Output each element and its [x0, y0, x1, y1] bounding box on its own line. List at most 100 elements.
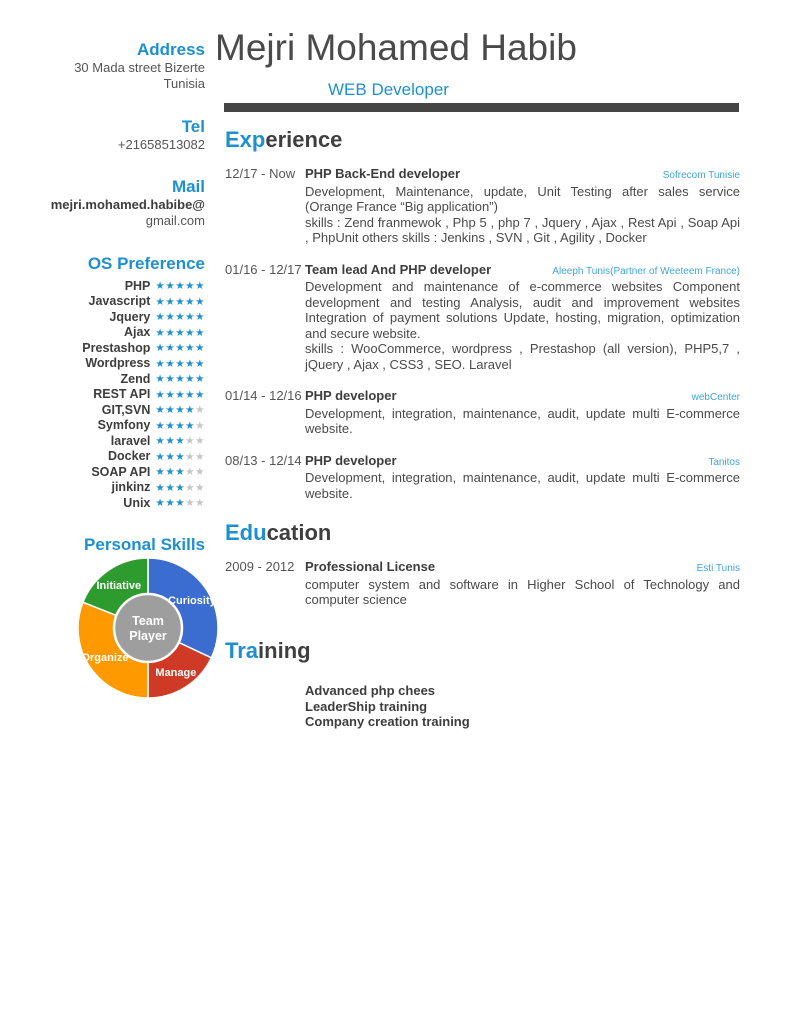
star-icon: ★ [195, 419, 205, 432]
entry-company: Sofrecom Tunisie [662, 170, 740, 181]
skill-rating-stars: ★★★★★ [155, 494, 205, 512]
star-icon: ★ [165, 373, 176, 385]
training-item: Company creation training [305, 714, 470, 729]
entry-description: computer system and software in Higher S… [305, 576, 740, 608]
star-icon: ★ [165, 404, 176, 416]
star-icon: ★ [175, 311, 186, 323]
entry-company: webCenter [691, 392, 740, 403]
skill-row: Javascript ★★★★★ [20, 294, 205, 310]
entry-content: PHP developer Tanitos Development, integra… [305, 453, 740, 502]
entry-title: PHP developer [305, 452, 397, 468]
training-item: LeaderShip training [305, 698, 428, 714]
personal-skills-pie: Curiosity Manage Organize Initiative TeamPla… [77, 557, 219, 699]
personal-skills-block: Personal Skills [20, 535, 205, 555]
mail-label: Mail [171, 177, 205, 196]
star-icon: ★ [155, 419, 166, 432]
star-icon: ★ [165, 450, 176, 463]
mail-block: Mail mejri.mohamed.habibe@ gmail.com [20, 177, 205, 228]
entry-title: Professional License [305, 559, 436, 574]
skill-rating-stars: ★★★★★ [155, 324, 205, 342]
training-item: Advanced php chees [305, 683, 436, 698]
skill-rating-stars: ★★★★★ [155, 432, 205, 450]
skill-label: Zend [120, 371, 151, 386]
star-icon: ★ [185, 450, 196, 463]
star-icon: ★ [195, 373, 205, 385]
personal-skills-label: Personal Skills [84, 535, 205, 554]
star-icon: ★ [185, 481, 196, 494]
skill-rating-stars: ★★★★★ [155, 308, 205, 326]
skill-label: Javascript [88, 294, 151, 309]
entry-title-row: PHP developer Tanitos [305, 453, 740, 471]
star-icon: ★ [155, 357, 166, 370]
star-icon: ★ [165, 311, 176, 323]
entry-title-row: PHP Back-End developer Sofrecom Tunisie [305, 166, 740, 184]
education-heading-accent: Edu [225, 520, 267, 545]
section-education: Education 2009 - 2012 Professional Licens… [225, 519, 740, 624]
personal-skills-chart: Curiosity Manage Organize Initiative Team Pla… [74, 554, 222, 702]
star-icon: ★ [155, 342, 166, 354]
skill-row: Unix ★★★★★ [20, 495, 205, 511]
entry-description: Development and maintenance of e-commerc… [305, 279, 740, 341]
training-item-list: Advanced php chees LeaderShip training Com… [225, 683, 740, 730]
entry-skills: skills : WooCommerce, wordpress , Presta… [305, 341, 740, 372]
skill-rating-stars: ★★★★★ [155, 277, 205, 295]
entry-title-row: Team lead And PHP developer Aleeph Tunis(… [305, 262, 740, 280]
pie-slice-label: Organize [81, 652, 128, 664]
mail-value-line2: gmail.com [145, 212, 205, 228]
star-icon: ★ [195, 342, 205, 354]
skill-row: Jquery ★★★★★ [20, 309, 205, 325]
star-icon: ★ [155, 373, 166, 385]
star-icon: ★ [165, 419, 176, 432]
experience-entry: 2009 - 2012 Professional License Esti Tuni… [225, 559, 740, 608]
star-icon: ★ [165, 466, 176, 478]
training-heading-accent: Tra [225, 638, 259, 663]
skill-label: GIT,SVN [101, 402, 151, 417]
star-icon: ★ [185, 404, 196, 416]
star-icon: ★ [165, 342, 176, 354]
star-icon: ★ [185, 388, 196, 401]
tel-label: Tel [181, 117, 205, 136]
os-preference-block: OS Preference PHP ★★★★★ Javascript ★★★★★ Jqu… [20, 254, 205, 511]
entry-content: Professional License Esti Tunis computer s… [305, 559, 740, 608]
skill-label: PHP [124, 278, 151, 293]
skill-label: Unix [123, 495, 151, 510]
star-icon: ★ [175, 450, 186, 463]
skill-row: GIT,SVN ★★★★★ [20, 402, 205, 418]
star-icon: ★ [185, 326, 196, 339]
star-icon: ★ [175, 497, 186, 509]
education-entry-list: 2009 - 2012 Professional License Esti Tuni… [225, 559, 740, 608]
star-icon: ★ [175, 404, 186, 416]
address-label: Address [136, 40, 205, 59]
skill-rating-stars: ★★★★★ [155, 355, 205, 373]
entry-content: Team lead And PHP developer Aleeph Tunis(… [305, 262, 740, 373]
skill-label: Symfony [97, 418, 151, 433]
star-icon: ★ [155, 435, 166, 447]
star-icon: ★ [175, 326, 186, 339]
pie-center-label: Player [129, 629, 167, 643]
experience-entry-list: 12/17 - Now PHP Back-End developer Sofreco… [225, 166, 740, 501]
star-icon: ★ [195, 466, 205, 478]
star-icon: ★ [155, 466, 166, 478]
skill-label: Wordpress [85, 356, 151, 371]
star-icon: ★ [185, 357, 196, 370]
training-heading-rest: ining [258, 638, 311, 663]
tel-value: +21658513082 [117, 137, 205, 152]
entry-title-row: Professional License Esti Tunis [305, 559, 740, 577]
section-training: Training Advanced php chees LeaderShip tr… [225, 637, 740, 730]
skill-label: Ajax [123, 325, 151, 340]
star-icon: ★ [185, 280, 196, 292]
skill-rating-stars: ★★★★★ [155, 479, 205, 497]
star-icon: ★ [195, 435, 205, 447]
star-icon: ★ [195, 357, 205, 370]
star-icon: ★ [185, 342, 196, 354]
skill-row: SOAP API ★★★★★ [20, 464, 205, 480]
star-icon: ★ [175, 357, 186, 370]
skill-label: SOAP API [91, 464, 151, 479]
star-icon: ★ [165, 280, 176, 292]
star-icon: ★ [195, 497, 205, 509]
section-experience: Experience 12/17 - Now PHP Back-End devel… [225, 126, 740, 517]
entry-description: Development, Maintenance, update, Unit T… [305, 183, 740, 215]
star-icon: ★ [175, 466, 186, 478]
job-title: WEB Developer [328, 80, 449, 99]
